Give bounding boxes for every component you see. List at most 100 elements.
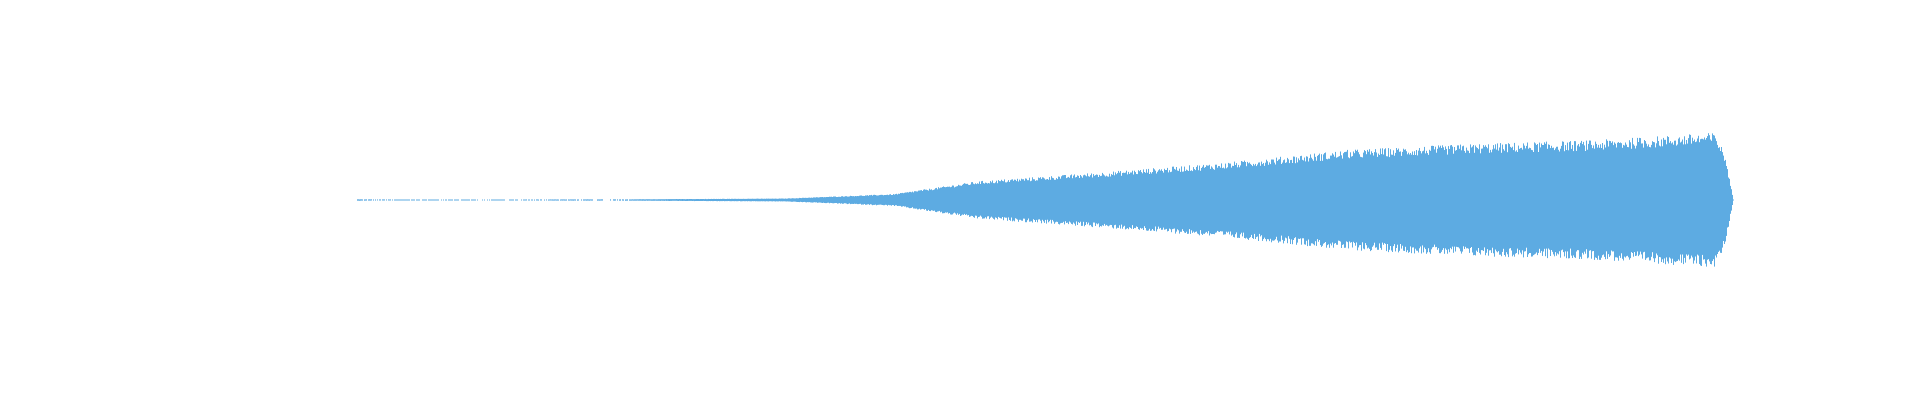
waveform-bar: [1118, 170, 1119, 228]
waveform-bar: [760, 198, 761, 202]
waveform-bar: [1413, 155, 1414, 248]
waveform-bar: [1655, 147, 1656, 259]
waveform-bar: [1399, 151, 1400, 251]
waveform-bar: [749, 198, 750, 202]
waveform-bar: [896, 193, 897, 206]
waveform-bar: [1047, 179, 1048, 220]
waveform-bar: [627, 199, 628, 201]
waveform-bar: [702, 199, 703, 201]
waveform-bar: [1088, 176, 1089, 223]
waveform-bar: [1016, 181, 1017, 219]
waveform-bar: [1307, 156, 1308, 247]
waveform-bar: [1503, 149, 1504, 249]
waveform-bar: [1346, 151, 1347, 242]
waveform-bar: [1171, 171, 1172, 233]
waveform-bar: [1592, 148, 1593, 252]
waveform-bar: [1636, 145, 1637, 256]
waveform-bar: [794, 198, 795, 202]
waveform-bar: [1051, 176, 1052, 224]
waveform-bar: [1587, 149, 1588, 259]
waveform-bar: [869, 195, 870, 205]
waveform-bar: [1298, 158, 1299, 239]
waveform-bar: [622, 199, 623, 201]
waveform-bar: [1170, 172, 1171, 230]
waveform-bar: [1282, 162, 1283, 240]
waveform-bar: [1619, 143, 1620, 256]
waveform-bar: [1186, 169, 1187, 232]
waveform-bar: [1308, 161, 1309, 240]
waveform-bar: [1228, 162, 1229, 232]
waveform-bar: [435, 199, 436, 201]
waveform-bar: [1654, 142, 1655, 263]
waveform-bar: [1419, 148, 1420, 249]
waveform-bar: [369, 199, 370, 201]
waveform-bar: [1527, 142, 1528, 257]
waveform-bar: [462, 199, 463, 201]
waveform-bar: [697, 199, 698, 201]
waveform-bar: [1383, 154, 1384, 245]
waveform-bar: [1564, 151, 1565, 257]
waveform-bar: [763, 198, 764, 202]
waveform-bar: [1295, 163, 1296, 238]
waveform-bar: [775, 198, 776, 202]
waveform-bar: [1172, 166, 1173, 230]
waveform-bar: [1506, 144, 1507, 253]
waveform-bar: [1606, 139, 1607, 252]
waveform-bar: [445, 199, 446, 201]
waveform-bar: [1021, 178, 1022, 221]
waveform-bar: [1408, 152, 1409, 253]
waveform-bar: [1302, 159, 1303, 239]
waveform-bar: [572, 199, 573, 201]
waveform-bar: [815, 197, 816, 203]
waveform-bar: [1292, 163, 1293, 245]
waveform-bar: [1220, 167, 1221, 232]
waveform-bar: [1431, 145, 1432, 250]
waveform-bar: [362, 199, 363, 201]
waveform-bar: [831, 196, 832, 203]
waveform-bar: [1732, 194, 1733, 205]
waveform-bar: [732, 198, 733, 202]
waveform-bar: [1242, 161, 1243, 237]
waveform-bar: [1406, 151, 1407, 253]
waveform-bar: [1561, 145, 1562, 251]
waveform-bar: [915, 191, 916, 209]
waveform-bar: [1163, 172, 1164, 228]
waveform-bar: [1638, 142, 1639, 257]
waveform-bar: [1224, 168, 1225, 235]
waveform-bar: [1692, 137, 1693, 258]
waveform-bar: [1651, 144, 1652, 257]
waveform-bar: [924, 189, 925, 210]
waveform-bar: [1046, 179, 1047, 224]
waveform-bar: [1483, 145, 1484, 251]
waveform-bar: [913, 192, 914, 209]
waveform-bar: [770, 198, 771, 202]
waveform-bar: [1554, 150, 1555, 257]
waveform-bar: [1584, 145, 1585, 252]
waveform-bar: [946, 187, 947, 213]
waveform-bar: [1710, 139, 1711, 264]
waveform-bar: [1680, 142, 1681, 255]
waveform-bar: [907, 192, 908, 208]
waveform-bar: [495, 199, 496, 201]
waveform-bar: [1552, 147, 1553, 252]
waveform-bar: [491, 199, 492, 201]
waveform-bar: [910, 191, 911, 209]
waveform-bar: [1430, 150, 1431, 254]
waveform-bar: [1548, 144, 1549, 249]
waveform-bar: [1722, 152, 1723, 248]
waveform-bar: [1585, 151, 1586, 254]
waveform-bar: [664, 199, 665, 201]
waveform-bar: [1153, 168, 1154, 231]
waveform-bar: [1177, 170, 1178, 230]
waveform-bar: [1525, 148, 1526, 252]
waveform-bar: [1511, 147, 1512, 251]
waveform-bar: [1707, 136, 1708, 260]
waveform-bar: [1469, 153, 1470, 253]
waveform-bar: [1059, 176, 1060, 225]
waveform-bar: [1030, 181, 1031, 222]
waveform-bar: [856, 196, 857, 204]
waveform-bar: [361, 199, 362, 201]
waveform-bar: [1502, 144, 1503, 252]
waveform-bar: [1477, 148, 1478, 252]
waveform-bar: [1258, 162, 1259, 241]
